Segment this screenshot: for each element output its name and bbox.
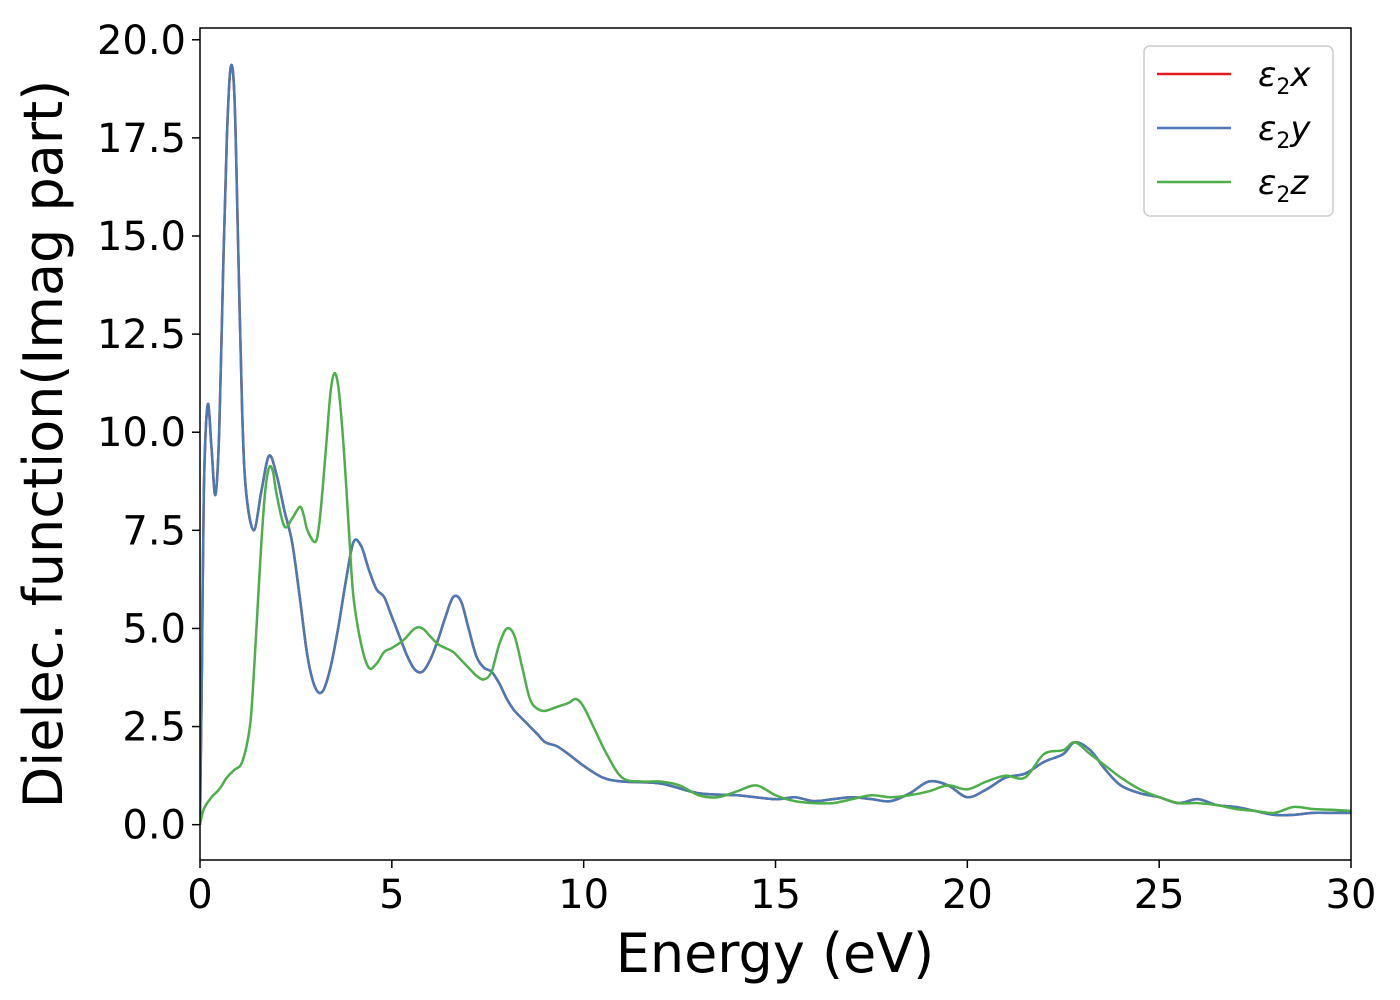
x-tick-label: 15 [750, 872, 801, 918]
x-axis-ticks: 0 5 10 15 20 25 30 [187, 860, 1376, 918]
y-tick-label: 20.0 [97, 18, 186, 64]
x-tick-label: 30 [1326, 872, 1377, 918]
plot-area [199, 27, 1352, 861]
y-tick-label: 7.5 [122, 508, 186, 554]
legend-box [1143, 45, 1334, 217]
legend: ε2x ε2y ε2z [1143, 45, 1334, 217]
legend-label-y: ε2y [1258, 109, 1311, 154]
y-tick-label: 0.0 [122, 803, 186, 849]
legend-label-z: ε2z [1258, 163, 1309, 208]
legend-label-x: ε2x [1258, 55, 1311, 100]
y-tick-label: 5.0 [122, 606, 186, 652]
legend-items: ε2x ε2y ε2z [1157, 55, 1311, 208]
x-tick-label: 0 [187, 872, 212, 918]
y-tick-label: 12.5 [97, 312, 186, 358]
y-tick-label: 17.5 [97, 116, 186, 162]
x-tick-label: 5 [379, 872, 404, 918]
series-layer [200, 63, 1351, 825]
x-axis-title: Energy (eV) [616, 922, 935, 985]
y-tick-label: 10.0 [97, 410, 186, 456]
y-tick-label: 15.0 [97, 214, 186, 260]
x-tick-label: 25 [1134, 872, 1185, 918]
x-tick-label: 20 [942, 872, 993, 918]
series-line-z [200, 371, 1351, 825]
series-line-y [200, 63, 1351, 825]
y-tick-label: 2.5 [122, 705, 186, 751]
x-tick-label: 10 [558, 872, 609, 918]
y-axis-ticks: 0.0 2.5 5.0 7.5 10.0 12.5 15.0 17.5 20.0 [97, 18, 200, 849]
y-axis-title: Dielec. function(Imag part) [12, 80, 75, 809]
